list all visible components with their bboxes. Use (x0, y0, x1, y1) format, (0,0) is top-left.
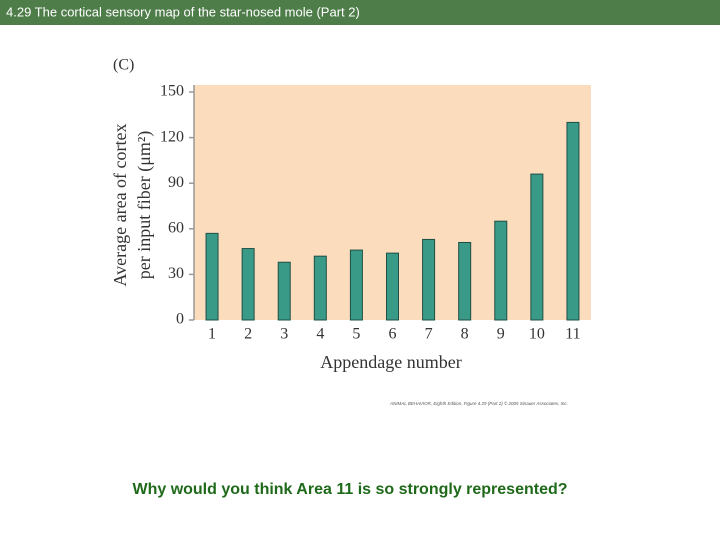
x-tick-label: 1 (208, 326, 216, 343)
x-tick-label: 10 (529, 326, 545, 343)
bar (241, 248, 255, 321)
bar (205, 232, 219, 321)
panel-label: (C) (113, 57, 134, 74)
x-tick-label: 5 (352, 326, 360, 343)
bar (494, 220, 508, 321)
y-tick-label: 90 (168, 174, 184, 191)
x-tick-label: 2 (244, 326, 252, 343)
bar (458, 241, 472, 321)
y-axis-label: per input fiber (μm²) (134, 131, 155, 280)
header-title: 4.29 The cortical sensory map of the sta… (6, 4, 360, 19)
y-axis-label: Average area of cortex (110, 123, 130, 286)
y-tick-label: 60 (168, 219, 184, 236)
bar (313, 255, 327, 321)
x-tick-label: 7 (425, 326, 433, 343)
x-axis-label: Appendage number (320, 352, 461, 372)
x-tick-label: 8 (461, 326, 469, 343)
bar (530, 173, 544, 321)
x-tick-label: 6 (389, 326, 397, 343)
y-tick-label: 0 (176, 311, 184, 328)
bar (566, 121, 580, 321)
header-bar (0, 0, 720, 25)
y-tick-label: 150 (160, 83, 184, 100)
x-tick-label: 4 (316, 326, 324, 343)
question: Why would you think Area 11 is so strong… (132, 481, 567, 498)
y-tick-label: 120 (160, 128, 184, 145)
x-tick-label: 3 (280, 326, 288, 343)
credit: ANIMAL BEHAVIOR, Eighth Edition, Figure … (389, 400, 568, 406)
y-tick-label: 30 (168, 265, 184, 282)
bar (349, 249, 363, 321)
bar (422, 238, 436, 321)
x-tick-label: 11 (565, 326, 580, 343)
bar (277, 261, 291, 321)
bar (386, 252, 399, 321)
x-tick-label: 9 (497, 326, 505, 343)
